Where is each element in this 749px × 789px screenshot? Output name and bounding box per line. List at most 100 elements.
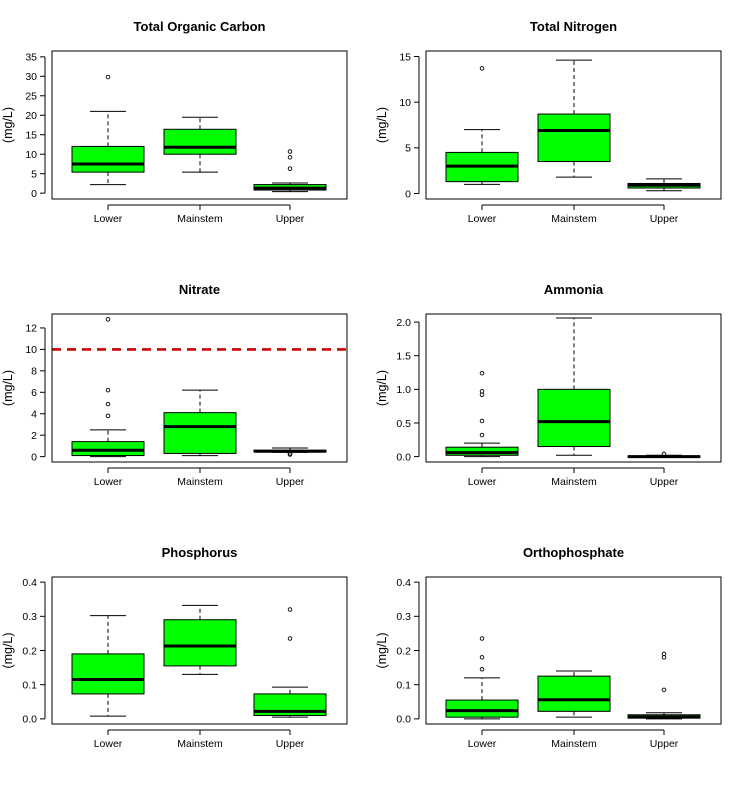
- x-tick-label: Lower: [94, 738, 123, 750]
- iqr-box: [537, 388, 611, 448]
- outlier-point: [105, 413, 111, 419]
- y-tick-label: 15: [399, 51, 411, 63]
- y-tick-label: 1.5: [396, 351, 411, 363]
- y-tick-label: 10: [25, 149, 37, 161]
- y-tick-label: 10: [399, 97, 411, 109]
- y-tick-label: 0.0: [22, 714, 37, 726]
- outlier-point: [105, 317, 111, 322]
- chart-title: Total Organic Carbon: [134, 19, 266, 34]
- chart-title: Orthophosphate: [523, 545, 624, 560]
- box-lower: [71, 74, 145, 186]
- chart-panel-4: Phosphorus (mg/L) 0.0 0.1 0.2 0.3 0.4 Lower Main…: [1, 545, 348, 750]
- outlier-point: [287, 607, 293, 612]
- y-tick-label: 1.0: [396, 384, 411, 396]
- y-axis-label: (mg/L): [375, 370, 389, 406]
- y-tick-label: 4: [31, 409, 37, 421]
- y-tick-label: 0.1: [396, 679, 411, 691]
- chart-title: Ammonia: [544, 282, 604, 297]
- x-tick-label: Mainstem: [177, 738, 223, 750]
- x-tick-label: Lower: [468, 476, 497, 488]
- box-mainstem: [163, 389, 237, 457]
- y-tick-label: 0.3: [22, 611, 37, 623]
- iqr-box: [163, 412, 237, 454]
- box-upper: [627, 451, 701, 459]
- x-tick-label: Mainstem: [551, 738, 597, 750]
- outlier-point: [479, 370, 485, 376]
- x-tick-label: Upper: [276, 738, 305, 750]
- outlier-point: [479, 418, 485, 424]
- y-tick-label: 6: [31, 387, 37, 399]
- outlier-point: [479, 636, 485, 641]
- plot-frame: [51, 576, 348, 725]
- box-lower: [445, 66, 519, 185]
- y-axis-label: (mg/L): [1, 107, 15, 143]
- x-tick-label: Mainstem: [177, 476, 223, 488]
- outlier-point: [105, 74, 111, 80]
- chart-title: Phosphorus: [162, 545, 238, 560]
- iqr-box: [537, 675, 611, 712]
- x-tick-label: Upper: [650, 738, 679, 750]
- x-tick-label: Mainstem: [177, 213, 223, 225]
- y-tick-label: 0: [405, 188, 411, 200]
- box-mainstem: [537, 317, 611, 456]
- y-tick-label: 20: [25, 110, 37, 122]
- box-lower: [71, 317, 145, 458]
- y-tick-label: 2: [31, 430, 37, 442]
- y-tick-label: 0.0: [396, 714, 411, 726]
- iqr-box: [537, 113, 611, 163]
- y-axis-label: (mg/L): [1, 632, 15, 668]
- box-mainstem: [163, 604, 237, 675]
- y-tick-label: 0.0: [396, 451, 411, 463]
- y-axis-label: (mg/L): [375, 107, 389, 143]
- y-tick-label: 0.2: [396, 645, 411, 657]
- outlier-point: [287, 149, 293, 154]
- x-tick-label: Mainstem: [551, 476, 597, 488]
- chart-panel-3: Ammonia (mg/L) 0.0 0.5 1.0 1.5 2.0 Lower Mainste…: [375, 282, 722, 488]
- x-tick-label: Lower: [468, 738, 497, 750]
- y-tick-label: 0.2: [22, 645, 37, 657]
- outlier-point: [105, 401, 111, 407]
- box-upper: [253, 607, 327, 718]
- box-lower: [71, 615, 145, 717]
- y-tick-label: 0.5: [396, 418, 411, 430]
- y-tick-label: 0: [31, 188, 37, 200]
- x-tick-label: Upper: [276, 476, 305, 488]
- plot-frame: [51, 313, 348, 463]
- y-tick-label: 30: [25, 71, 37, 83]
- plot-frame: [425, 576, 722, 725]
- box-lower: [445, 636, 519, 720]
- outlier-point: [661, 687, 667, 693]
- box-mainstem: [163, 116, 237, 173]
- iqr-box: [163, 619, 237, 667]
- y-tick-label: 25: [25, 91, 37, 103]
- chart-panel-0: Total Organic Carbon (mg/L) 0 5 10 15 20 25 30 35…: [1, 19, 348, 225]
- chart-panel-5: Orthophosphate (mg/L) 0.0 0.1 0.2 0.3 0.4 Lower…: [375, 545, 722, 750]
- outlier-point: [287, 166, 293, 171]
- x-tick-label: Upper: [650, 476, 679, 488]
- plot-frame: [51, 50, 348, 200]
- x-tick-label: Upper: [650, 213, 679, 225]
- y-tick-label: 8: [31, 366, 37, 378]
- y-tick-label: 0: [31, 451, 37, 463]
- iqr-box: [71, 145, 145, 173]
- box-mainstem: [537, 59, 611, 178]
- y-tick-label: 0.4: [396, 577, 411, 589]
- plot-frame: [425, 313, 722, 463]
- y-tick-label: 0.3: [396, 611, 411, 623]
- x-tick-label: Upper: [276, 213, 305, 225]
- y-tick-label: 15: [25, 130, 37, 142]
- x-tick-label: Lower: [94, 213, 123, 225]
- outlier-point: [661, 451, 667, 457]
- y-axis-label: (mg/L): [1, 370, 15, 406]
- outlier-point: [479, 655, 485, 660]
- box-upper: [627, 178, 701, 192]
- box-lower: [445, 370, 519, 458]
- chart-title: Nitrate: [179, 282, 220, 297]
- outlier-point: [105, 387, 111, 393]
- box-mainstem: [537, 670, 611, 718]
- outlier-point: [287, 155, 293, 160]
- plot-frame: [425, 50, 722, 200]
- outlier-point: [661, 651, 667, 657]
- iqr-box: [71, 653, 145, 695]
